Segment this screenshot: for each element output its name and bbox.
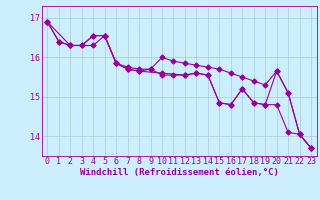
X-axis label: Windchill (Refroidissement éolien,°C): Windchill (Refroidissement éolien,°C) <box>80 168 279 177</box>
